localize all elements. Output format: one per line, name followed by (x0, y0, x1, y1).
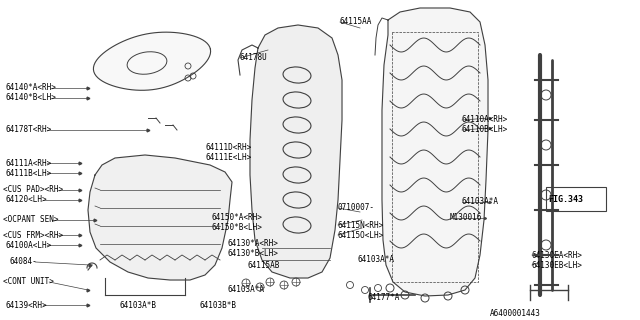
Text: 64178T<RH>: 64178T<RH> (5, 125, 51, 134)
Text: <OCPANT SEN>: <OCPANT SEN> (3, 215, 58, 225)
Text: FIG.343: FIG.343 (548, 195, 583, 204)
Text: <CUS PAD><RH>: <CUS PAD><RH> (3, 186, 63, 195)
Text: 64103A*A: 64103A*A (358, 255, 395, 265)
Text: 64111E<LH>: 64111E<LH> (205, 154, 252, 163)
Text: <CUS FRM><RH>: <CUS FRM><RH> (3, 230, 63, 239)
Text: 64110A<RH>: 64110A<RH> (462, 116, 508, 124)
Text: 64130EB<LH>: 64130EB<LH> (532, 260, 583, 269)
Text: 64111D<RH>: 64111D<RH> (205, 143, 252, 153)
Text: 64103A*A: 64103A*A (228, 285, 265, 294)
Text: 64177*A: 64177*A (368, 293, 401, 302)
Text: 64111A<RH>: 64111A<RH> (5, 158, 51, 167)
Polygon shape (382, 8, 488, 296)
Text: 64111B<LH>: 64111B<LH> (5, 169, 51, 178)
Text: 0710007-: 0710007- (338, 204, 375, 212)
Polygon shape (93, 32, 211, 90)
Text: 64103A*B: 64103A*B (120, 300, 157, 309)
Text: 64178U: 64178U (240, 53, 268, 62)
Text: 64115AB: 64115AB (248, 260, 280, 269)
Text: 64139<RH>: 64139<RH> (5, 300, 47, 309)
Text: 64130*B<LH>: 64130*B<LH> (228, 249, 279, 258)
Text: 64140*A<RH>: 64140*A<RH> (5, 84, 56, 92)
Text: 64103B*B: 64103B*B (200, 300, 237, 309)
Text: 64115AA: 64115AA (340, 18, 372, 27)
Text: 64130EA<RH>: 64130EA<RH> (532, 251, 583, 260)
Text: 64103A*A: 64103A*A (462, 197, 499, 206)
Text: 64130*A<RH>: 64130*A<RH> (228, 238, 279, 247)
Text: 64110B<LH>: 64110B<LH> (462, 125, 508, 134)
Text: 64100A<LH>: 64100A<LH> (5, 241, 51, 250)
Text: 64115N<RH>: 64115N<RH> (338, 220, 384, 229)
Polygon shape (88, 155, 232, 280)
Text: A6400001443: A6400001443 (490, 309, 541, 318)
Text: 64140*B<LH>: 64140*B<LH> (5, 93, 56, 102)
Text: 64120<LH>: 64120<LH> (5, 196, 47, 204)
Text: 64115O<LH>: 64115O<LH> (338, 230, 384, 239)
Text: 64150*A<RH>: 64150*A<RH> (212, 213, 263, 222)
Text: <CONT UNIT>: <CONT UNIT> (3, 277, 54, 286)
Text: 64150*B<LH>: 64150*B<LH> (212, 223, 263, 233)
Text: 64084-: 64084- (10, 258, 38, 267)
Text: M130016: M130016 (450, 213, 483, 222)
Polygon shape (250, 25, 342, 278)
